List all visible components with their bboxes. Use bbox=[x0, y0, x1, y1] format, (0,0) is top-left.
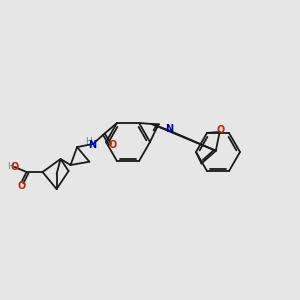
Text: O: O bbox=[17, 181, 26, 191]
Text: N: N bbox=[88, 140, 96, 150]
Text: H: H bbox=[7, 161, 14, 170]
Text: O: O bbox=[216, 125, 224, 135]
Text: N: N bbox=[165, 124, 173, 134]
Text: O: O bbox=[109, 140, 117, 150]
Text: O: O bbox=[11, 162, 19, 172]
Text: H: H bbox=[85, 137, 92, 146]
